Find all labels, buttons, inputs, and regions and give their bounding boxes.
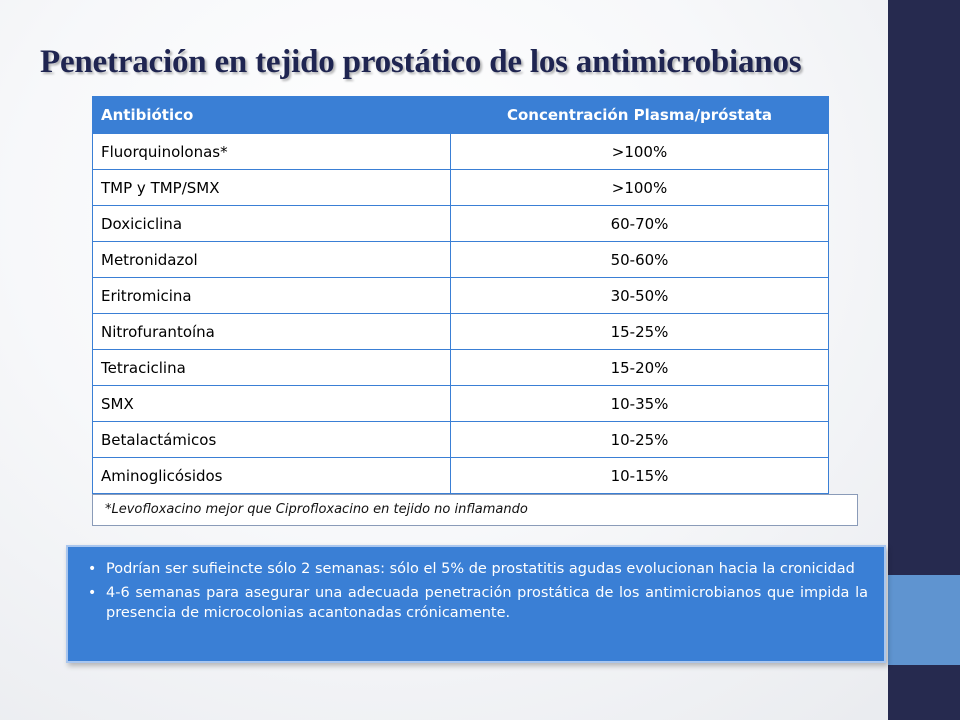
- concentration-value: 60-70%: [450, 205, 829, 242]
- table-row: TMP y TMP/SMX >100%: [92, 169, 829, 206]
- antibiotic-name: Nitrofurantoína: [92, 313, 451, 350]
- antibiotic-name: Tetraciclina: [92, 349, 451, 386]
- table-row: Tetraciclina 15-20%: [92, 349, 829, 386]
- table-row: Betalactámicos 10-25%: [92, 421, 829, 458]
- table-row: Eritromicina 30-50%: [92, 277, 829, 314]
- slide-title: Penetración en tejido prostático de los …: [40, 44, 802, 80]
- concentration-value: 10-15%: [450, 457, 829, 494]
- table-footnote: *Levofloxacino mejor que Ciprofloxacino …: [92, 494, 858, 526]
- antibiotic-name: Metronidazol: [92, 241, 451, 278]
- concentration-value: 15-20%: [450, 349, 829, 386]
- concentration-value: 10-35%: [450, 385, 829, 422]
- bullet-icon: •: [88, 561, 97, 577]
- header-concentration: Concentración Plasma/próstata: [450, 96, 829, 134]
- table-row: Metronidazol 50-60%: [92, 241, 829, 278]
- table-row: Nitrofurantoína 15-25%: [92, 313, 829, 350]
- antibiotic-name: TMP y TMP/SMX: [92, 169, 451, 206]
- antibiotic-table: Antibiótico Concentración Plasma/próstat…: [92, 96, 829, 494]
- concentration-value: 10-25%: [450, 421, 829, 458]
- note-item: • 4-6 semanas para asegurar una adecuada…: [88, 583, 868, 623]
- concentration-value: 50-60%: [450, 241, 829, 278]
- antibiotic-name: SMX: [92, 385, 451, 422]
- antibiotic-name: Betalactámicos: [92, 421, 451, 458]
- note-item: • Podrían ser sufieincte sólo 2 semanas:…: [88, 559, 868, 579]
- antibiotic-name: Doxiciclina: [92, 205, 451, 242]
- concentration-value: 30-50%: [450, 277, 829, 314]
- header-antibiotic: Antibiótico: [92, 96, 451, 134]
- table-row: Doxiciclina 60-70%: [92, 205, 829, 242]
- note-text: Podrían ser sufieincte sólo 2 semanas: s…: [106, 561, 855, 577]
- concentration-value: >100%: [450, 133, 829, 170]
- table-row: Aminoglicósidos 10-15%: [92, 457, 829, 494]
- table-header-row: Antibiótico Concentración Plasma/próstat…: [92, 96, 829, 134]
- antibiotic-name: Fluorquinolonas*: [92, 133, 451, 170]
- concentration-value: >100%: [450, 169, 829, 206]
- notes-box: • Podrían ser sufieincte sólo 2 semanas:…: [66, 545, 886, 663]
- note-text: 4-6 semanas para asegurar una adecuada p…: [106, 585, 868, 621]
- table-row: Fluorquinolonas* >100%: [92, 133, 829, 170]
- bullet-icon: •: [88, 585, 97, 601]
- antibiotic-name: Eritromicina: [92, 277, 451, 314]
- right-accent-block: [888, 575, 960, 665]
- antibiotic-name: Aminoglicósidos: [92, 457, 451, 494]
- table-row: SMX 10-35%: [92, 385, 829, 422]
- concentration-value: 15-25%: [450, 313, 829, 350]
